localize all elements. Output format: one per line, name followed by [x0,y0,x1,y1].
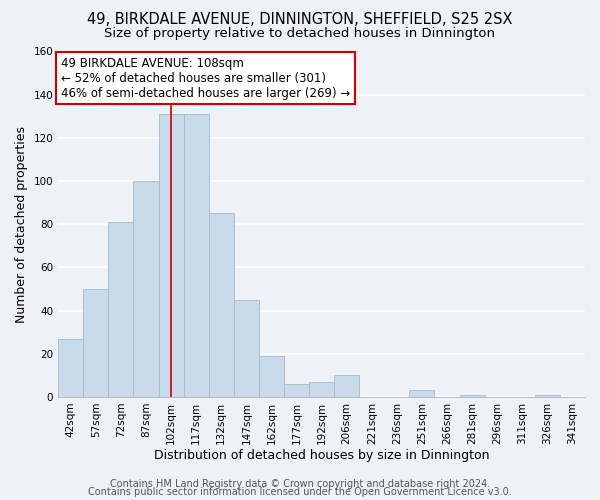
Bar [284,384,309,397]
Bar [309,382,334,397]
Text: Contains public sector information licensed under the Open Government Licence v3: Contains public sector information licen… [88,487,512,497]
Text: Contains HM Land Registry data © Crown copyright and database right 2024.: Contains HM Land Registry data © Crown c… [110,479,490,489]
Bar [234,300,259,397]
X-axis label: Distribution of detached houses by size in Dinnington: Distribution of detached houses by size … [154,450,490,462]
Bar [409,390,434,397]
Bar [58,338,83,397]
Bar [158,114,184,397]
Bar [535,395,560,397]
Text: 49 BIRKDALE AVENUE: 108sqm
← 52% of detached houses are smaller (301)
46% of sem: 49 BIRKDALE AVENUE: 108sqm ← 52% of deta… [61,56,350,100]
Y-axis label: Number of detached properties: Number of detached properties [15,126,28,322]
Bar [334,376,359,397]
Text: 49, BIRKDALE AVENUE, DINNINGTON, SHEFFIELD, S25 2SX: 49, BIRKDALE AVENUE, DINNINGTON, SHEFFIE… [87,12,513,28]
Bar [460,395,485,397]
Bar [259,356,284,397]
Bar [133,181,158,397]
Bar [209,214,234,397]
Bar [83,289,109,397]
Bar [109,222,133,397]
Text: Size of property relative to detached houses in Dinnington: Size of property relative to detached ho… [104,28,496,40]
Bar [184,114,209,397]
